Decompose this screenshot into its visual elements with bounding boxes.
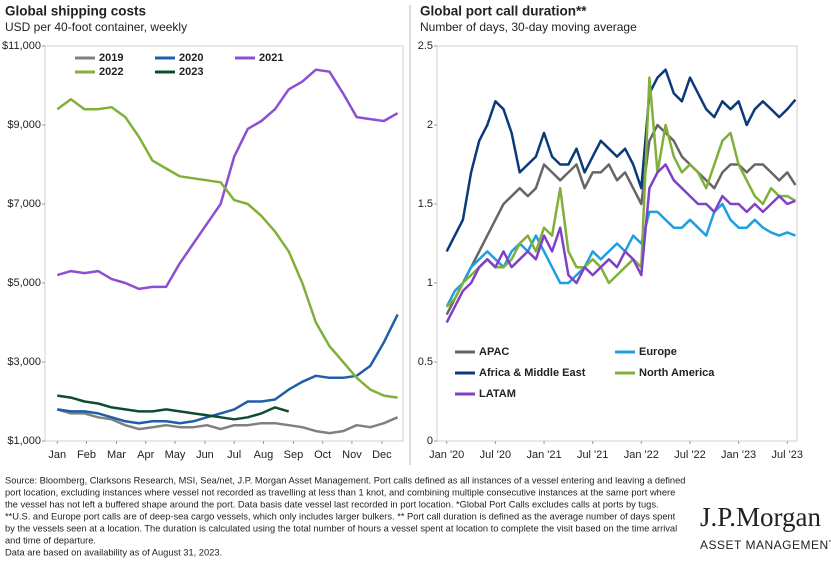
x-tick-label: Jul '20 [480,449,511,461]
legend-label: 2020 [179,52,203,64]
series-line [445,202,796,308]
x-tick-label: Jul [227,449,241,461]
y-tick-label: 0.5 [418,356,433,368]
series-line [445,123,797,316]
x-tick-label: Jul '22 [674,449,705,461]
source-note: **U.S. and Europe port calls are of deep… [5,511,676,521]
plot-frame [436,45,798,442]
x-tick-label: Jul '23 [772,449,803,461]
x-tick-label: Nov [342,449,362,461]
legend-label: APAC [479,346,509,358]
x-tick-label: Sep [284,449,304,461]
series-line [445,68,797,252]
x-tick-label: Aug [254,449,274,461]
source-note: and time of departure. [5,535,96,545]
source-note: by the vessels seen at a location. The d… [5,523,677,533]
y-tick-label: 0 [427,435,433,447]
x-tick-label: Jan '22 [624,449,659,461]
legend-label: 2022 [99,66,123,78]
source-note: Source: Bloomberg, Clarksons Research, M… [5,475,685,485]
x-tick-label: Jan '21 [526,449,561,461]
logo: J.P.Morgan [700,502,822,532]
legend-label: Europe [639,346,677,358]
x-tick-label: Mar [107,449,126,461]
y-tick-label: 2.5 [418,40,433,52]
series-line [445,76,797,308]
source-note: Data are based on availability as of Aug… [5,547,222,557]
series-line [57,314,399,425]
source-note: the vessel has not left a buffered shape… [5,499,659,509]
series-line [57,394,290,421]
series-line [445,163,796,324]
x-tick-label: Dec [372,449,392,461]
x-tick-label: Jul '21 [577,449,608,461]
legend-label: 2021 [259,52,283,64]
series-line [56,408,399,435]
y-tick-label: $7,000 [7,198,41,210]
chart-title: Global port call duration** [420,4,587,19]
y-tick-label: $3,000 [7,356,41,368]
x-tick-label: Jan '23 [721,449,756,461]
logo-sub: ASSET MANAGEMENT [700,538,831,552]
chart-title: Global shipping costs [5,4,146,19]
legend-label: LATAM [479,388,516,400]
plot-frame [44,45,404,442]
legend-label: Africa & Middle East [479,367,586,379]
y-tick-label: 1 [427,277,433,289]
x-tick-label: Jan '20 [429,449,464,461]
y-tick-label: $11,000 [2,40,41,52]
x-tick-label: Jan [48,449,66,461]
y-tick-label: $5,000 [7,277,41,289]
legend-label: 2023 [179,66,203,78]
y-tick-label: 2 [427,119,433,131]
y-tick-label: 1.5 [418,198,433,210]
x-tick-label: Apr [137,449,154,461]
legend-label: North America [639,367,715,379]
y-tick-label: $1,000 [7,435,41,447]
x-tick-label: Oct [314,449,331,461]
source-note: port location, excluding instances where… [5,487,675,497]
x-tick-label: Jun [196,449,214,461]
y-tick-label: $9,000 [7,119,41,131]
series-line [56,98,398,399]
x-tick-label: Feb [77,449,96,461]
chart-subtitle: Number of days, 30-day moving average [420,20,637,34]
series-line [56,68,399,291]
legend-label: 2019 [99,52,123,64]
chart-subtitle: USD per 40-foot container, weekly [5,20,187,34]
x-tick-label: May [165,449,186,461]
